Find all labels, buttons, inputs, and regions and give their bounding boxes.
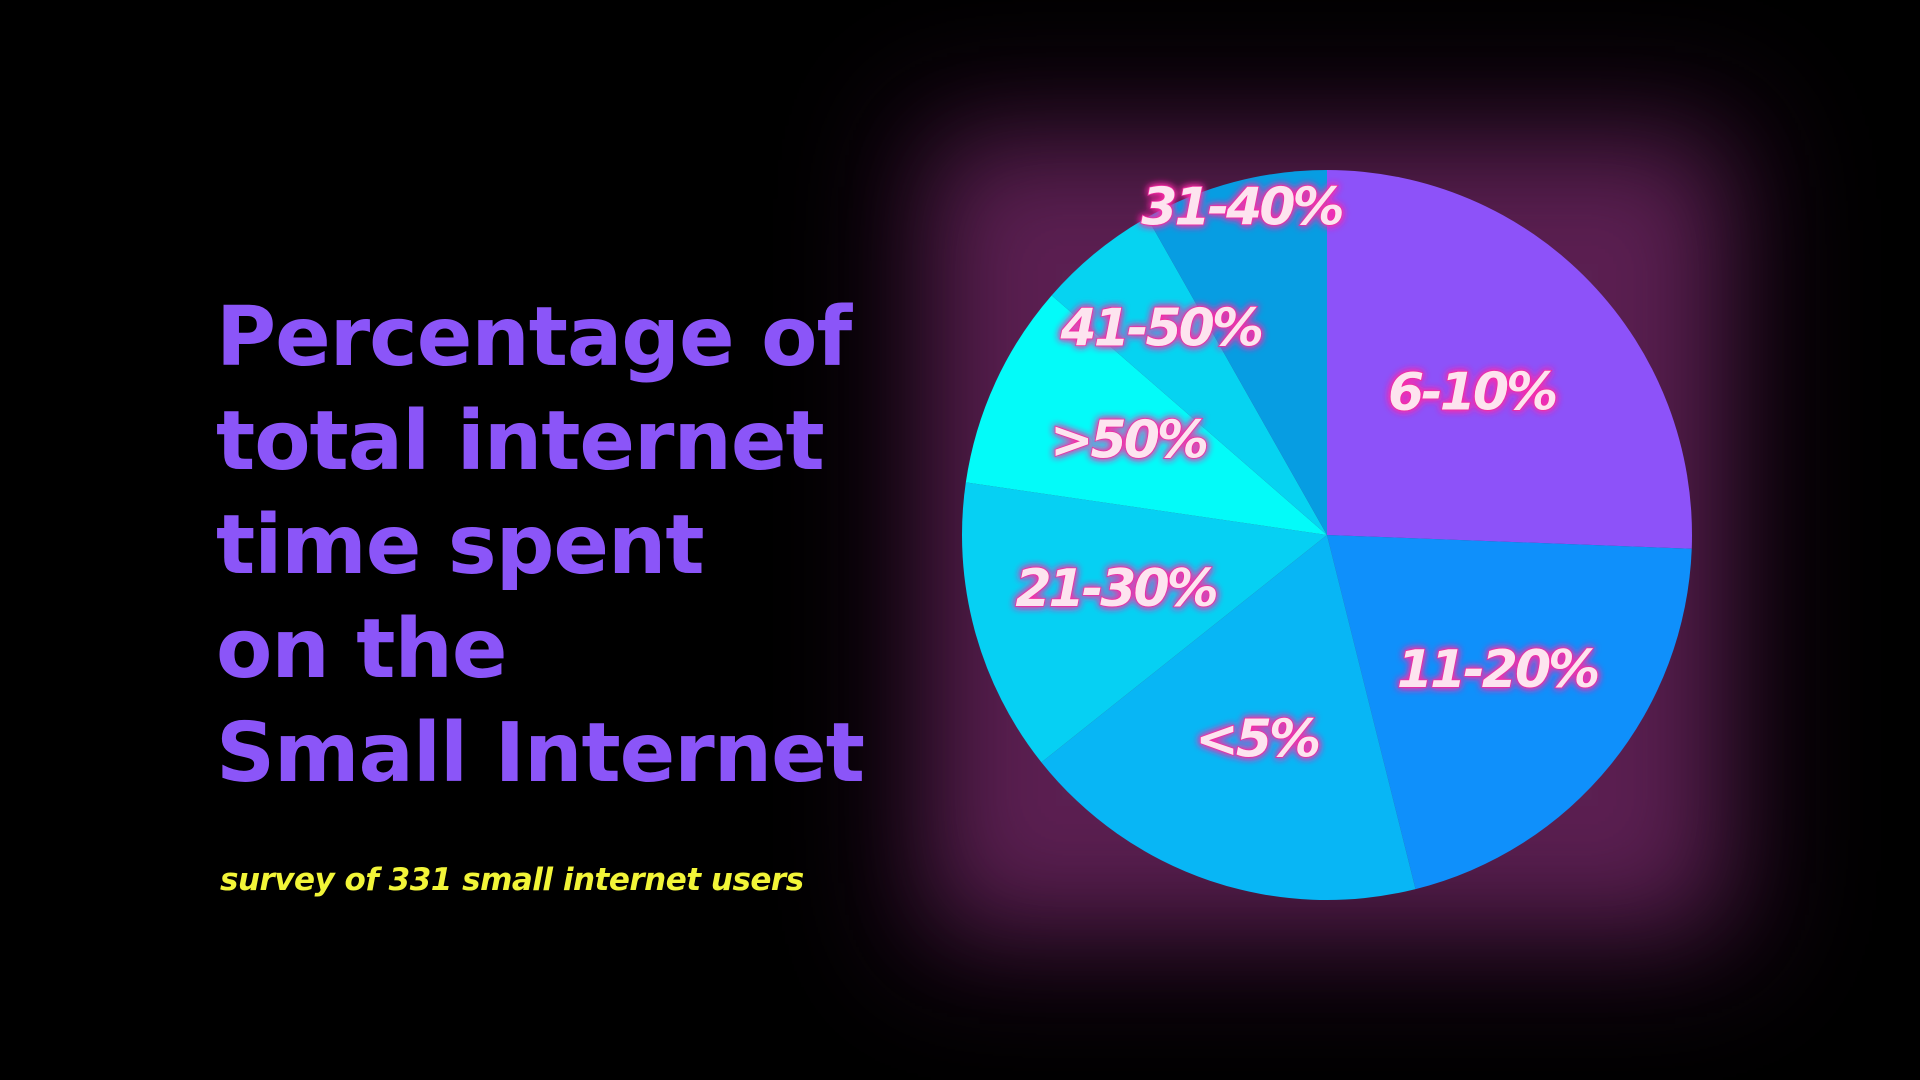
pie-slice (1327, 535, 1692, 890)
slice-label: 6-10% (1388, 363, 1556, 423)
pie-slice (965, 295, 1327, 535)
pie-slice (1041, 535, 1416, 900)
pie-slice (1327, 170, 1692, 549)
title-line-4: on the (216, 602, 507, 697)
slice-label: 21-30% (1015, 559, 1216, 619)
chart-subtitle: survey of 331 small internet users (220, 862, 804, 898)
slice-label: <5% (1195, 709, 1319, 769)
slice-label: 41-50% (1060, 298, 1262, 358)
title-line-5: Small Internet (216, 706, 865, 801)
title-line-1: Percentage of (216, 290, 852, 385)
pie-slice (1051, 217, 1327, 535)
slice-label: >50% (1050, 411, 1207, 471)
pie-slice (1147, 170, 1327, 535)
title-line-3: time spent (216, 498, 705, 593)
pie-slice (962, 482, 1327, 763)
slice-label: 31-40% (1141, 177, 1342, 237)
title-line-2: total internet (216, 394, 825, 489)
chart-title: Percentage of total internet time spent … (216, 286, 865, 806)
slice-label: 11-20% (1397, 640, 1598, 700)
